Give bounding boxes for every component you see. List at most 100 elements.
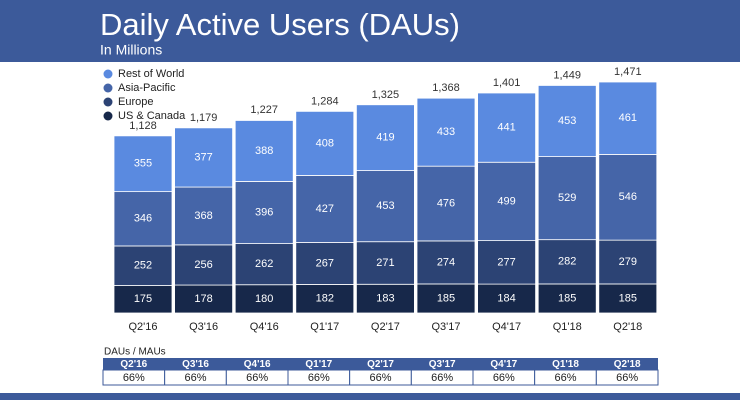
segment-label: 388 <box>255 145 273 157</box>
table-header-cell: Q1'17 <box>305 359 332 370</box>
bar-segment <box>174 186 234 246</box>
table-cell: 66% <box>616 372 638 384</box>
segment-label: 368 <box>194 210 212 222</box>
segment-label: 453 <box>376 200 394 212</box>
bar-segment <box>234 284 294 314</box>
bar-segment <box>537 239 597 285</box>
bar-segment <box>355 283 415 314</box>
bar-segment <box>537 283 597 314</box>
segment-label: 256 <box>194 259 212 271</box>
bar-segment <box>416 283 476 314</box>
x-tick-label: Q2'16 <box>128 321 157 333</box>
table-header-cell: Q1'18 <box>552 359 579 370</box>
segment-label: 419 <box>376 132 394 144</box>
bar-segment <box>477 240 537 285</box>
bar-segment <box>477 161 537 242</box>
segment-label: 355 <box>134 158 152 170</box>
bar-segment <box>174 127 234 188</box>
bar-segment <box>295 110 355 176</box>
total-label: 1,449 <box>553 69 581 81</box>
bar-segment <box>234 243 294 286</box>
bar-segment <box>174 244 234 286</box>
x-tick-label: Q1'18 <box>553 321 582 333</box>
segment-label: 453 <box>558 115 576 127</box>
table-header-bg <box>103 358 658 370</box>
x-tick-label: Q3'16 <box>189 321 218 333</box>
table-header-cell: Q2'17 <box>367 359 394 370</box>
footer-band <box>0 393 740 400</box>
bar-segment <box>295 175 355 243</box>
bar-segment <box>416 97 476 167</box>
legend-marker <box>103 69 113 79</box>
bar-segment <box>416 240 476 285</box>
bar-segment <box>113 285 173 314</box>
x-tick-label: Q3'17 <box>431 321 460 333</box>
total-label: 1,179 <box>190 112 218 124</box>
x-tick-label: Q4'16 <box>250 321 279 333</box>
bar-segment <box>234 120 294 182</box>
header-band <box>0 0 740 62</box>
total-label: 1,401 <box>493 77 521 89</box>
bar-segment <box>477 92 537 163</box>
bar-segment <box>113 135 173 193</box>
bar-segment <box>295 284 355 314</box>
segment-label: 546 <box>619 191 637 203</box>
bar-segment <box>355 241 415 285</box>
table-header-cell: Q3'16 <box>182 359 209 370</box>
bar-segment <box>355 104 415 171</box>
segment-label: 427 <box>316 203 334 215</box>
bar-segment <box>598 81 658 155</box>
total-label: 1,471 <box>614 66 642 78</box>
chart-subtitle: In Millions <box>100 42 162 58</box>
segment-label: 279 <box>619 256 637 268</box>
segment-label: 271 <box>376 257 394 269</box>
table-header-cell: Q2'16 <box>120 359 147 370</box>
total-label: 1,325 <box>372 89 400 101</box>
segment-label: 180 <box>255 293 273 305</box>
legend-label: Europe <box>118 96 153 108</box>
segment-label: 408 <box>316 137 334 149</box>
segment-label: 396 <box>255 206 273 218</box>
segment-label: 476 <box>437 197 455 209</box>
table-cell: 66% <box>246 372 268 384</box>
segment-label: 282 <box>558 256 576 268</box>
bar-segment <box>537 85 597 157</box>
legend-label: Asia-Pacific <box>118 82 176 94</box>
legend-marker <box>103 111 113 121</box>
table-cell: 66% <box>184 372 206 384</box>
segment-label: 441 <box>497 122 515 134</box>
table-title: DAUs / MAUs <box>104 347 166 358</box>
bar-segment <box>355 170 415 243</box>
legend-label: US & Canada <box>118 110 186 122</box>
segment-label: 433 <box>437 126 455 138</box>
legend-marker <box>103 97 113 107</box>
x-tick-label: Q2'18 <box>613 321 642 333</box>
bar-segment <box>416 165 476 242</box>
segment-label: 499 <box>497 195 515 207</box>
total-label: 1,368 <box>432 82 460 94</box>
table-header-cell: Q3'17 <box>429 359 456 370</box>
segment-label: 346 <box>134 213 152 225</box>
table-header-cell: Q2'18 <box>614 359 641 370</box>
segment-label: 274 <box>437 256 455 268</box>
segment-label: 185 <box>619 292 637 304</box>
bar-segment <box>598 153 658 241</box>
table-cell: 66% <box>308 372 330 384</box>
legend-label: Rest of World <box>118 68 184 80</box>
segment-label: 529 <box>558 192 576 204</box>
table-header-cell: Q4'16 <box>244 359 271 370</box>
legend-marker <box>103 83 113 93</box>
table-cell: 66% <box>493 372 515 384</box>
segment-label: 175 <box>134 293 152 305</box>
segment-label: 183 <box>376 293 394 305</box>
segment-label: 461 <box>619 112 637 124</box>
bar-segment <box>598 239 658 285</box>
segment-label: 252 <box>134 260 152 272</box>
x-tick-label: Q4'17 <box>492 321 521 333</box>
segment-label: 182 <box>316 293 334 305</box>
segment-label: 185 <box>437 292 455 304</box>
x-tick-label: Q1'17 <box>310 321 339 333</box>
segment-label: 178 <box>194 293 212 305</box>
